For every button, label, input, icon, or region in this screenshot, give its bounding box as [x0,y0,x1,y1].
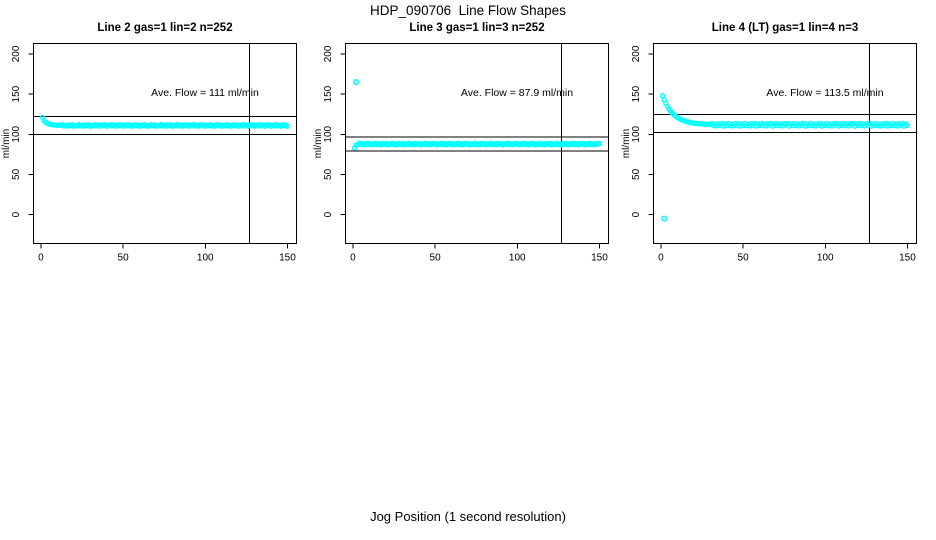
x-tick-label: 0 [658,253,664,264]
figure-title: HDP_090706 Line Flow Shapes [370,3,566,18]
ave-flow-annotation: Ave. Flow = 113.5 ml/min [766,87,883,99]
y-tick-label: 200 [631,45,642,62]
y-tick-label: 200 [323,45,334,62]
y-axis: 0 50 100 150 200 [631,45,654,217]
y-tick-label: 150 [323,85,334,102]
outlier-point [353,79,360,86]
chart-panel-line4: Line 4 (LT) gas=1 lin=4 n=3 0 50 100 150 200 m… [621,22,917,264]
y-axis: 0 50 100 150 200 [11,45,34,217]
x-tick-label: 150 [591,253,608,264]
ave-flow-annotation: Ave. Flow = 87.9 ml/min [461,87,573,99]
data-points [351,79,603,151]
y-tick-label: 50 [11,168,22,180]
x-axis: 0 50 100 150 [38,243,296,264]
data-point [596,140,603,147]
reference-lines [33,43,297,244]
reference-lines [653,43,917,244]
x-axis: 0 50 100 150 [350,243,608,264]
y-tick-label: 0 [11,211,22,217]
plot-box [33,43,297,244]
y-axis-title: ml/min [313,129,324,158]
y-tick-label: 50 [631,168,642,180]
chart-panel-line3: Line 3 gas=1 lin=3 n=252 0 50 100 150 200 ml/m… [313,22,609,264]
y-axis-title: ml/min [1,129,12,158]
y-tick-label: 200 [11,45,22,62]
x-tick-label: 150 [279,253,296,264]
ave-flow-annotation: Ave. Flow = 111 ml/min [151,87,259,99]
data-point [284,123,291,129]
y-tick-label: 100 [11,125,22,142]
x-axis-label: Jog Position (1 second resolution) [370,509,566,524]
y-tick-label: 100 [631,125,642,142]
panel-title: Line 3 gas=1 lin=3 n=252 [409,22,544,34]
y-axis: 0 50 100 150 200 [323,45,346,217]
chart-panel-line2: Line 2 gas=1 lin=2 n=252 0 50 100 150 200 ml/m… [1,22,297,264]
x-tick-label: 100 [509,253,526,264]
x-tick-label: 50 [738,253,750,264]
x-tick-label: 150 [899,253,916,264]
y-tick-label: 0 [323,211,334,217]
y-tick-label: 0 [631,211,642,217]
x-tick-label: 100 [197,253,214,264]
y-tick-label: 150 [631,85,642,102]
y-axis-title: ml/min [621,129,632,158]
x-tick-label: 0 [38,253,44,264]
plot-box [653,43,917,244]
data-point [904,122,911,129]
x-tick-label: 0 [350,253,356,264]
y-tick-label: 150 [11,85,22,102]
panel-title: Line 4 (LT) gas=1 lin=4 n=3 [712,22,858,34]
data-points [39,114,291,129]
outlier-point [661,215,668,222]
plot-box [345,43,609,244]
x-tick-label: 50 [430,253,442,264]
panel-title: Line 2 gas=1 lin=2 n=252 [97,22,232,34]
x-axis: 0 50 100 150 [658,243,916,264]
data-points [659,93,911,222]
x-tick-label: 50 [118,253,130,264]
data-point [659,93,666,99]
y-tick-label: 50 [323,168,334,180]
x-tick-label: 100 [817,253,834,264]
y-tick-label: 100 [323,125,334,142]
